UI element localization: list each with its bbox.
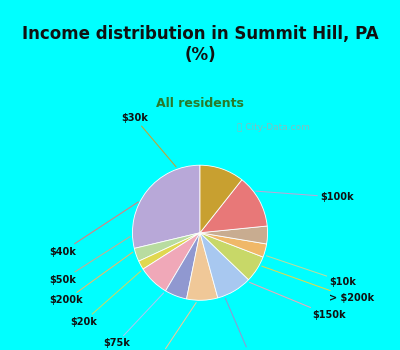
- Wedge shape: [166, 233, 200, 299]
- Text: All residents: All residents: [156, 97, 244, 110]
- Wedge shape: [200, 233, 263, 280]
- Text: $60k: $60k: [147, 302, 196, 350]
- Text: $75k: $75k: [103, 293, 164, 349]
- Text: Income distribution in Summit Hill, PA
(%): Income distribution in Summit Hill, PA (…: [22, 26, 378, 64]
- Wedge shape: [200, 180, 267, 233]
- Wedge shape: [200, 165, 242, 233]
- Wedge shape: [134, 233, 200, 261]
- Text: $50k: $50k: [49, 237, 130, 285]
- Text: > $200k: > $200k: [262, 266, 374, 303]
- Wedge shape: [143, 233, 200, 291]
- Text: $40k: $40k: [49, 202, 138, 257]
- Text: ⓘ City-Data.com: ⓘ City-Data.com: [237, 122, 310, 132]
- Wedge shape: [200, 233, 266, 257]
- Text: $125k: $125k: [225, 298, 266, 350]
- Text: $100k: $100k: [256, 191, 354, 202]
- Text: $150k: $150k: [250, 282, 346, 320]
- Text: $30k: $30k: [122, 113, 176, 167]
- Wedge shape: [200, 233, 248, 298]
- Text: $20k: $20k: [70, 271, 141, 327]
- Text: $10k: $10k: [266, 256, 356, 287]
- Wedge shape: [186, 233, 218, 300]
- Text: $200k: $200k: [49, 252, 133, 305]
- Wedge shape: [200, 226, 268, 244]
- Wedge shape: [139, 233, 200, 269]
- Wedge shape: [132, 165, 200, 248]
